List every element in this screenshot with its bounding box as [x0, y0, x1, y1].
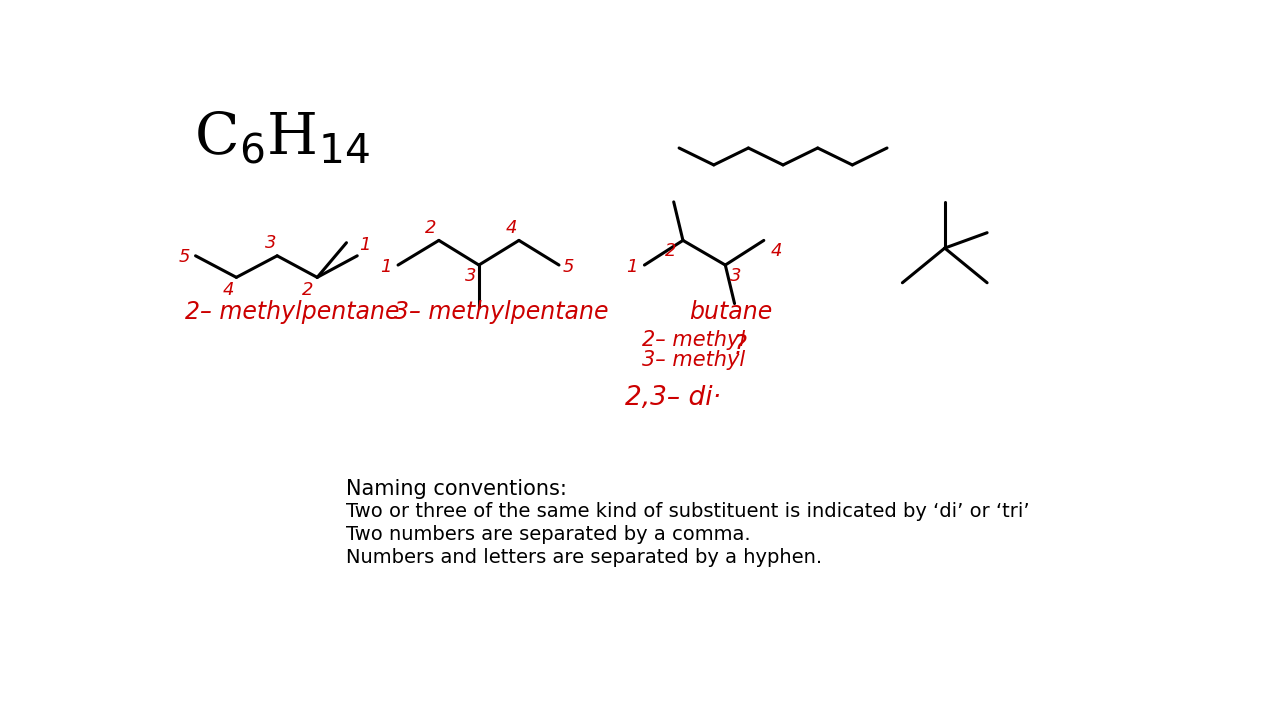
Text: Two numbers are separated by a comma.: Two numbers are separated by a comma.: [347, 526, 751, 544]
Text: 5: 5: [179, 248, 191, 266]
Text: 1: 1: [380, 258, 392, 276]
Text: 4: 4: [506, 219, 517, 237]
Text: 3– methylpentane: 3– methylpentane: [394, 300, 609, 325]
Text: 3: 3: [466, 267, 477, 285]
Text: 4: 4: [771, 242, 782, 260]
Text: 2,3– di·: 2,3– di·: [625, 385, 721, 411]
Text: 2: 2: [664, 242, 676, 260]
Text: 3– methyl: 3– methyl: [643, 350, 745, 370]
Text: 1: 1: [360, 236, 371, 254]
Text: 2: 2: [425, 219, 436, 237]
Text: 5: 5: [562, 258, 573, 276]
Text: 2– methyl: 2– methyl: [643, 330, 745, 350]
Text: Two or three of the same kind of substituent is indicated by ‘di’ or ‘tri’: Two or three of the same kind of substit…: [347, 502, 1030, 521]
Text: ?: ?: [733, 334, 748, 360]
Text: Numbers and letters are separated by a hyphen.: Numbers and letters are separated by a h…: [347, 549, 823, 567]
Text: 4: 4: [223, 281, 234, 299]
Text: Naming conventions:: Naming conventions:: [347, 479, 567, 499]
Text: butane: butane: [689, 300, 772, 325]
Text: 3: 3: [731, 267, 742, 285]
Text: 3: 3: [265, 235, 276, 253]
Text: 2: 2: [302, 281, 314, 299]
Text: 1: 1: [626, 258, 637, 276]
Text: C$_6$H$_{14}$: C$_6$H$_{14}$: [195, 109, 370, 166]
Text: 2– methylpentane: 2– methylpentane: [184, 300, 399, 325]
